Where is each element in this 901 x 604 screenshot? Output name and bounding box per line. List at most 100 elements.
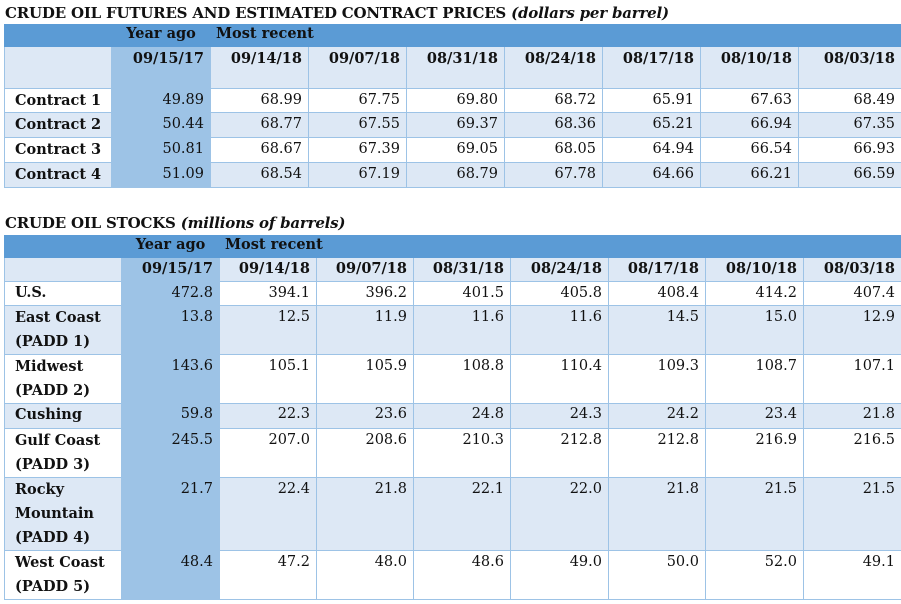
stocks-date-corner	[4, 257, 122, 282]
cell: 64.94	[602, 137, 701, 163]
futures-date: 08/03/18	[798, 46, 901, 89]
cell: 21.8	[316, 477, 414, 551]
cell: 67.63	[700, 88, 799, 113]
futures-corner	[4, 24, 112, 47]
row-label: Contract 3	[4, 137, 112, 163]
cell: 68.49	[798, 88, 901, 113]
cell: 51.09	[111, 162, 211, 188]
cell: 212.8	[608, 428, 706, 478]
cell: 48.6	[413, 550, 511, 600]
cell: 67.19	[308, 162, 407, 188]
cell: 64.66	[602, 162, 701, 188]
cell: 21.7	[121, 477, 220, 551]
cell: 22.4	[219, 477, 317, 551]
cell: 407.4	[803, 281, 901, 306]
cell: 49.0	[510, 550, 609, 600]
cell: 49.89	[111, 88, 211, 113]
row-label: Contract 4	[4, 162, 112, 188]
row-label: West Coast (PADD 5)	[4, 550, 122, 600]
cell: 13.8	[121, 305, 220, 355]
table-row: West Coast (PADD 5) 48.4 47.2 48.0 48.6 …	[4, 550, 901, 600]
table-row: East Coast (PADD 1) 13.8 12.5 11.9 11.6 …	[4, 305, 901, 355]
cell: 245.5	[121, 428, 220, 478]
cell: 65.21	[602, 112, 701, 138]
cell: 105.9	[316, 354, 414, 404]
table-row: Contract 3 50.81 68.67 67.39 69.05 68.05…	[4, 137, 901, 163]
row-label: Cushing	[4, 403, 122, 429]
futures-unit: (dollars per barrel)	[511, 4, 669, 22]
cell: 208.6	[316, 428, 414, 478]
futures-date: 09/07/18	[308, 46, 407, 89]
cell: 67.78	[504, 162, 603, 188]
cell: 65.91	[602, 88, 701, 113]
cell: 68.99	[210, 88, 309, 113]
cell: 48.0	[316, 550, 414, 600]
cell: 207.0	[219, 428, 317, 478]
stocks-year-ago-header: Year ago	[121, 235, 220, 258]
cell: 69.80	[406, 88, 505, 113]
cell: 408.4	[608, 281, 706, 306]
cell: 66.94	[700, 112, 799, 138]
cell: 67.39	[308, 137, 407, 163]
stocks-date: 08/10/18	[705, 257, 804, 282]
futures-date: 08/10/18	[700, 46, 799, 89]
cell: 24.8	[413, 403, 511, 429]
cell: 68.77	[210, 112, 309, 138]
cell: 59.8	[121, 403, 220, 429]
stocks-date: 09/15/17	[121, 257, 220, 282]
cell: 12.5	[219, 305, 317, 355]
cell: 67.75	[308, 88, 407, 113]
cell: 23.4	[705, 403, 804, 429]
cell: 22.1	[413, 477, 511, 551]
cell: 66.59	[798, 162, 901, 188]
stocks-date: 09/07/18	[316, 257, 414, 282]
stocks-most-recent-header: Most recent	[219, 235, 901, 258]
cell: 110.4	[510, 354, 609, 404]
cell: 472.8	[121, 281, 220, 306]
cell: 11.6	[510, 305, 609, 355]
cell: 107.1	[803, 354, 901, 404]
row-label: U.S.	[4, 281, 122, 306]
cell: 69.37	[406, 112, 505, 138]
futures-title-text: CRUDE OIL FUTURES AND ESTIMATED CONTRACT…	[5, 4, 507, 22]
row-label: Contract 2	[4, 112, 112, 138]
futures-date-row: 09/15/17 09/14/18 09/07/18 08/31/18 08/2…	[4, 46, 901, 89]
row-label: Rocky Mountain (PADD 4)	[4, 477, 122, 551]
futures-date: 09/14/18	[210, 46, 309, 89]
futures-most-recent-header: Most recent	[210, 24, 901, 47]
futures-date: 08/17/18	[602, 46, 701, 89]
stocks-date: 08/31/18	[413, 257, 511, 282]
cell: 21.8	[608, 477, 706, 551]
cell: 67.35	[798, 112, 901, 138]
row-label: East Coast (PADD 1)	[4, 305, 122, 355]
cell: 21.5	[705, 477, 804, 551]
cell: 210.3	[413, 428, 511, 478]
cell: 50.0	[608, 550, 706, 600]
cell: 66.93	[798, 137, 901, 163]
cell: 68.67	[210, 137, 309, 163]
futures-year-ago-header: Year ago	[111, 24, 211, 47]
cell: 401.5	[413, 281, 511, 306]
cell: 69.05	[406, 137, 505, 163]
cell: 414.2	[705, 281, 804, 306]
cell: 49.1	[803, 550, 901, 600]
cell: 24.3	[510, 403, 609, 429]
row-label: Midwest (PADD 2)	[4, 354, 122, 404]
cell: 105.1	[219, 354, 317, 404]
cell: 66.21	[700, 162, 799, 188]
futures-date: 08/31/18	[406, 46, 505, 89]
cell: 14.5	[608, 305, 706, 355]
row-label: Contract 1	[4, 88, 112, 113]
cell: 405.8	[510, 281, 609, 306]
stocks-unit: (millions of barrels)	[180, 214, 346, 232]
cell: 212.8	[510, 428, 609, 478]
futures-table: Year ago Most recent 09/15/17 09/14/18 0…	[4, 24, 901, 188]
stocks-date: 08/17/18	[608, 257, 706, 282]
futures-title: CRUDE OIL FUTURES AND ESTIMATED CONTRACT…	[5, 4, 669, 22]
cell: 216.9	[705, 428, 804, 478]
cell: 67.55	[308, 112, 407, 138]
cell: 396.2	[316, 281, 414, 306]
stocks-title-text: CRUDE OIL STOCKS	[5, 214, 176, 232]
stocks-date: 08/24/18	[510, 257, 609, 282]
cell: 15.0	[705, 305, 804, 355]
